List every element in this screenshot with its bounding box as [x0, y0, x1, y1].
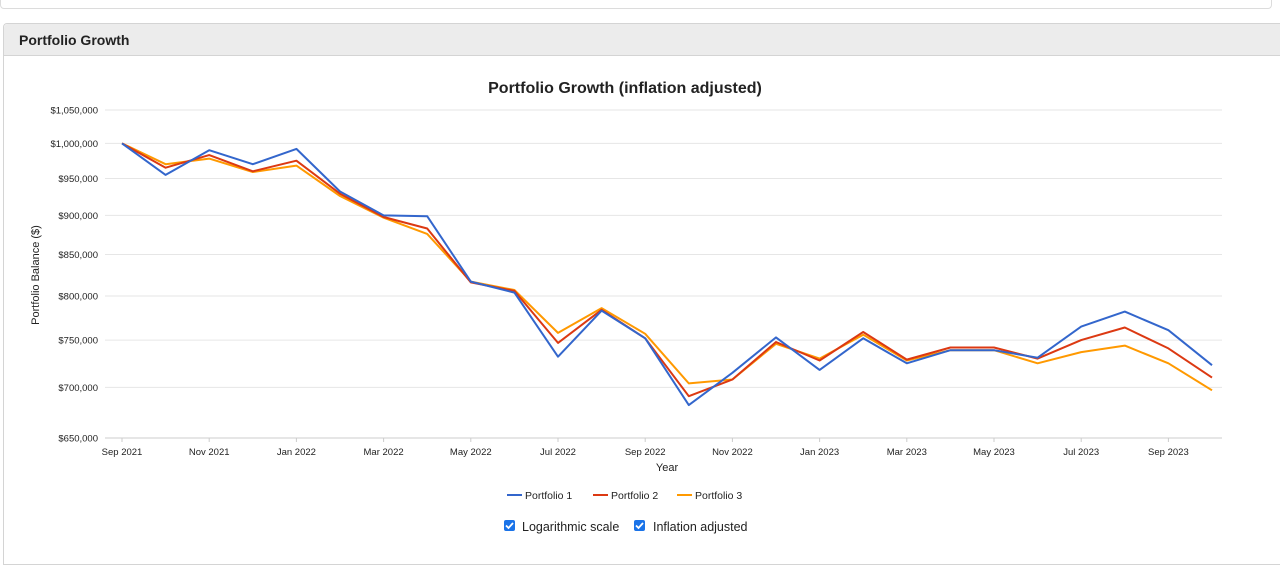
y-tick-label: $750,000 [58, 336, 98, 347]
x-tick-label: Jan 2022 [277, 447, 316, 458]
x-tick-label: Sep 2023 [1148, 447, 1189, 458]
x-tick-label: Nov 2021 [189, 447, 230, 458]
x-tick-label: Jul 2023 [1063, 447, 1099, 458]
series-line-portfolio-3 [121, 142, 1213, 392]
x-tick-label: Mar 2023 [887, 447, 927, 458]
x-tick-label: Mar 2022 [364, 447, 404, 458]
y-tick-label: $900,000 [58, 211, 98, 222]
x-tick-label: Nov 2022 [712, 447, 753, 458]
portfolio-growth-panel: Portfolio Growth [3, 23, 1280, 565]
x-tick-label: May 2022 [450, 447, 492, 458]
legend-label: Portfolio 2 [611, 490, 658, 502]
logarithmic-scale-label: Logarithmic scale [522, 520, 620, 534]
y-tick-label: $650,000 [58, 434, 98, 445]
chart-title: Portfolio Growth (inflation adjusted) [488, 80, 762, 97]
x-tick-label: May 2023 [973, 447, 1015, 458]
checkmark-icon [635, 522, 644, 530]
top-panel-edge [0, 0, 1272, 9]
y-tick-label: $950,000 [58, 174, 98, 185]
logarithmic-scale-checkbox[interactable] [504, 520, 515, 531]
y-tick-label: $800,000 [58, 291, 98, 302]
y-tick-label: $1,000,000 [50, 139, 98, 150]
y-tick-label: $850,000 [58, 250, 98, 261]
x-tick-label: Jan 2023 [800, 447, 839, 458]
y-tick-label: $1,050,000 [50, 106, 98, 117]
inflation-adjusted-label: Inflation adjusted [653, 520, 748, 534]
y-tick-label: $700,000 [58, 383, 98, 394]
x-tick-label: Jul 2022 [540, 447, 576, 458]
panel-title: Portfolio Growth [4, 24, 1280, 56]
inflation-adjusted-checkbox[interactable] [634, 520, 645, 531]
checkmark-icon [505, 522, 514, 530]
x-tick-label: Sep 2022 [625, 447, 666, 458]
portfolio-growth-chart: Portfolio Growth (inflation adjusted) Po… [30, 80, 1222, 502]
series-line-portfolio-1 [121, 142, 1213, 407]
y-axis-label: Portfolio Balance ($) [30, 225, 42, 325]
legend-label: Portfolio 3 [695, 490, 742, 502]
x-axis-label: Year [656, 462, 679, 474]
legend-label: Portfolio 1 [525, 490, 572, 502]
x-tick-label: Sep 2021 [102, 447, 143, 458]
chart-options: Logarithmic scale Inflation adjusted [0, 518, 1280, 538]
